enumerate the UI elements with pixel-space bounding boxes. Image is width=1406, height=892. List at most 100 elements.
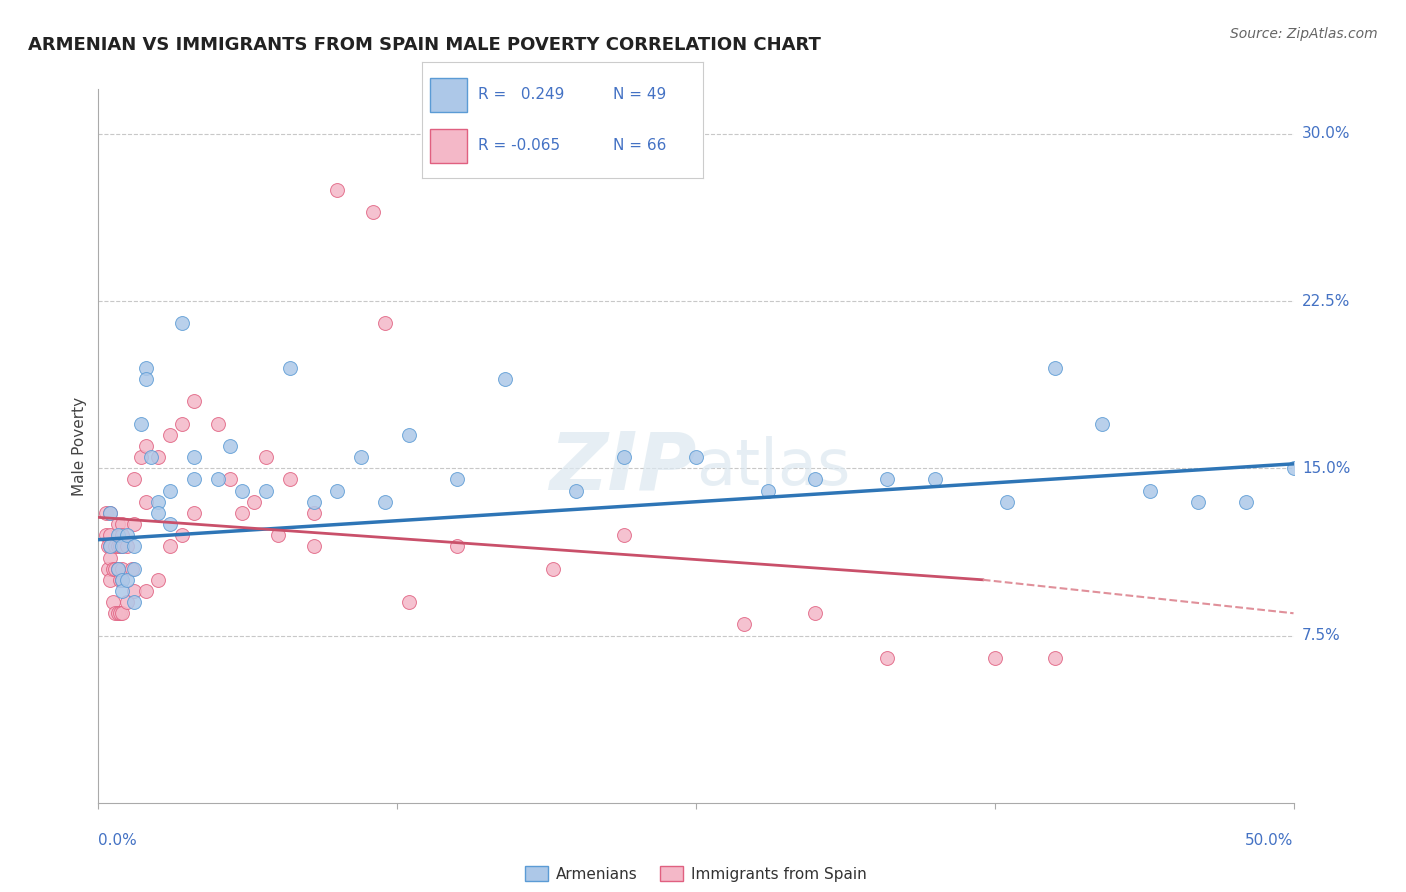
Point [219,439,242,453]
Point [97,562,120,576]
Point [207,417,229,431]
Point [135,372,157,386]
Point [115,528,138,542]
Point [278,360,301,375]
Point [219,473,242,487]
Text: R =   0.249: R = 0.249 [478,87,564,103]
Point [183,450,205,465]
Text: 0.0%: 0.0% [98,833,138,848]
Point [148,450,170,465]
Point [172,528,194,542]
Point [183,394,205,409]
Point [98,528,122,542]
Point [115,595,138,609]
Point [107,528,129,542]
Text: 22.5%: 22.5% [1302,293,1350,309]
Point [107,562,129,576]
Point [924,473,946,487]
Point [107,607,129,621]
Point [107,517,129,532]
Point [326,483,349,498]
Point [613,450,636,465]
Text: 7.5%: 7.5% [1302,628,1340,643]
Point [94,528,117,542]
Point [124,583,146,598]
Point [374,317,396,331]
Point [131,417,153,431]
Point [326,182,349,196]
Point [98,506,122,520]
Point [124,517,146,532]
Point [494,372,516,386]
Point [613,528,636,542]
Point [172,417,194,431]
Text: 30.0%: 30.0% [1302,127,1350,141]
Point [98,539,122,553]
Point [121,562,143,576]
Point [804,473,827,487]
Point [231,483,253,498]
Text: Source: ZipAtlas.com: Source: ZipAtlas.com [1230,27,1378,41]
Point [101,595,124,609]
Y-axis label: Male Poverty: Male Poverty [72,396,87,496]
Point [111,607,134,621]
Point [374,494,396,508]
Point [207,473,229,487]
Point [135,494,157,508]
Point [995,494,1018,508]
Point [159,427,181,442]
Point [111,573,134,587]
Point [1234,494,1257,508]
Point [159,483,181,498]
Point [108,573,131,587]
Point [111,573,134,587]
Point [1043,360,1066,375]
Point [159,539,181,553]
Point [363,204,385,219]
Point [398,427,420,442]
Point [97,539,120,553]
Point [254,450,277,465]
Point [302,506,325,520]
Point [302,539,325,553]
Point [876,651,898,665]
Point [124,473,146,487]
Point [685,450,707,465]
Point [139,450,162,465]
Point [124,539,146,553]
Bar [430,128,467,163]
Point [115,573,138,587]
Text: 50.0%: 50.0% [1246,833,1294,848]
Point [172,317,194,331]
Point [104,607,127,621]
Point [111,539,134,553]
Point [108,607,131,621]
Point [135,439,157,453]
Point [183,473,205,487]
Text: N = 66: N = 66 [613,138,666,153]
Text: ZIP: ZIP [548,428,696,507]
Point [111,517,134,532]
Point [108,539,131,553]
Point [804,607,827,621]
Text: atlas: atlas [696,436,851,499]
Point [350,450,373,465]
Point [98,573,122,587]
Point [159,517,181,532]
Point [94,506,117,520]
Point [101,562,124,576]
Point [398,595,420,609]
Point [107,562,129,576]
Point [135,360,157,375]
Point [1282,461,1305,475]
Text: 15.0%: 15.0% [1302,461,1350,475]
Point [254,483,277,498]
Point [135,583,157,598]
Point [446,539,468,553]
Point [98,506,122,520]
Point [104,562,127,576]
Text: ARMENIAN VS IMMIGRANTS FROM SPAIN MALE POVERTY CORRELATION CHART: ARMENIAN VS IMMIGRANTS FROM SPAIN MALE P… [28,36,821,54]
Point [111,562,134,576]
Point [183,506,205,520]
Bar [430,78,467,112]
